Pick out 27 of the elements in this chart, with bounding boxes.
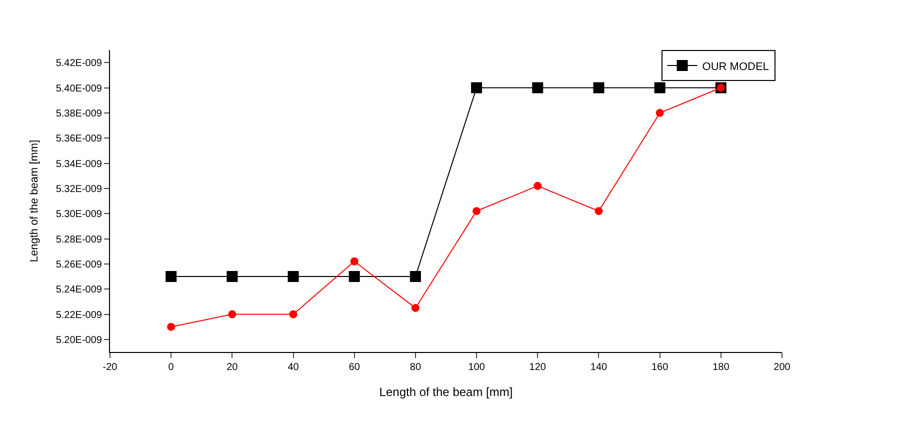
x-tick-label: 80 [410,362,422,373]
x-tick-label: 100 [468,362,486,373]
x-tick-label: 180 [712,362,730,373]
x-tick-label: 120 [529,362,546,373]
x-tick-label: 40 [288,362,300,373]
x-tick-label: 200 [774,362,791,373]
y-tick-label: 5.24E-009 [56,284,102,296]
y-tick-label: 5.38E-009 [56,108,102,120]
y-tick-label: 5.40E-009 [56,83,102,94]
y-tick-label: 5.28E-009 [56,234,102,246]
x-tick-label: 0 [168,362,174,373]
x-tick-label: -20 [102,362,118,373]
x-tick-label: 20 [226,362,238,373]
y-tick-label: 5.26E-009 [56,259,102,270]
y-tick-label: 5.36E-009 [56,134,102,145]
x-axis-title: Length of the beam [mm] [379,384,513,399]
y-tick-label: 5.22E-009 [56,310,102,321]
y-tick-label: 5.32E-009 [56,184,102,195]
x-tick-label: 140 [590,362,608,373]
legend-label: OUR MODEL [702,60,769,73]
y-tick-label: 5.34E-009 [56,158,102,170]
y-tick-label: 5.42E-009 [56,58,102,70]
y-axis-title: Length of the beam [mm] [28,140,40,262]
y-tick-label: 5.30E-009 [56,209,102,220]
x-tick-label: 60 [348,362,360,373]
x-tick-label: 160 [651,362,669,373]
y-tick-label: 5.20E-009 [56,334,102,346]
